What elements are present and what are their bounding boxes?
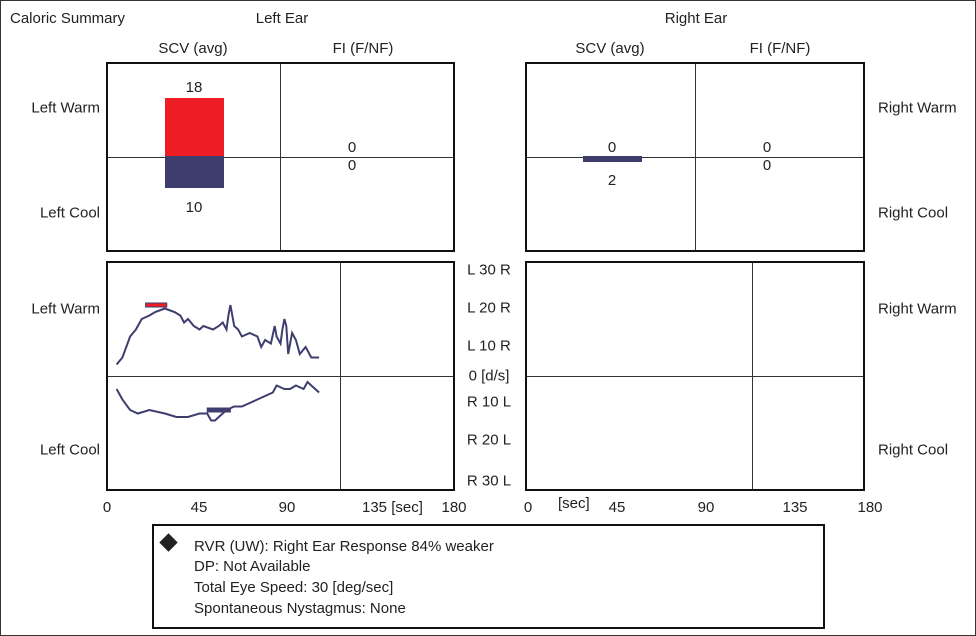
right-cool-label-bottom: Right Cool [878, 441, 949, 459]
scale-label-r20: R 20 L [466, 431, 512, 449]
left-cool-label-top: Left Cool [39, 204, 100, 222]
dp-text: DP: Not Available [194, 558, 311, 575]
diamond-icon [159, 533, 178, 552]
left-fi-cool: 0 [347, 157, 357, 174]
results-info-box: RVR (UW): Right Ear Response 84% weaker … [152, 524, 825, 629]
scale-label-l20: L 20 R [467, 299, 511, 317]
left-tracing-series-0 [115, 304, 320, 366]
right-cool-label-top: Right Cool [878, 204, 949, 222]
right-fi-cool: 0 [762, 157, 772, 174]
left-x-tick-0: 0 [102, 499, 112, 516]
left-x-tick-90: 90 [278, 499, 296, 516]
left-warm-label-top: Left Warm [31, 99, 100, 117]
left-fi-header: FI (F/NF) [332, 40, 394, 57]
left-tracing-zero-line [108, 376, 453, 377]
left-x-tick-180: 180 [441, 499, 467, 516]
total-eye-speed-text: Total Eye Speed: 30 [deg/sec] [194, 579, 394, 596]
rvr-text: RVR (UW): Right Ear Response 84% weaker [194, 538, 494, 555]
left-scv-header: SCV (avg) [158, 40, 228, 57]
left-warm-bar [165, 98, 224, 156]
scale-label-r30: R 30 L [466, 472, 512, 490]
left-tracing-marker-0 [145, 302, 168, 308]
right-tracing-panel [525, 261, 865, 491]
scale-label-r10: R 10 L [466, 393, 512, 411]
right-warm-label-top: Right Warm [878, 99, 957, 117]
scale-label-zero: 0 [d/s] [468, 367, 510, 385]
right-ear-heading: Right Ear [664, 10, 728, 27]
right-scv-divider [695, 64, 696, 250]
left-fi-warm: 0 [347, 139, 357, 156]
spontaneous-nystagmus-text: Spontaneous Nystagmus: None [194, 600, 406, 617]
scale-label-l10: L 10 R [467, 337, 511, 355]
right-fi-warm: 0 [762, 139, 772, 156]
right-warm-value: 0 [607, 139, 617, 156]
left-tracing-marker-1 [206, 407, 231, 413]
right-x-tick-90: 90 [697, 499, 715, 516]
scale-label-l30: L 30 R [467, 261, 511, 279]
left-warm-value: 18 [185, 79, 203, 97]
left-scv-divider [280, 64, 281, 250]
left-tracing-time-marker [340, 263, 341, 489]
right-cool-value: 2 [607, 172, 617, 189]
right-tracing-zero-line [527, 376, 863, 377]
left-cool-value: 10 [185, 199, 203, 216]
right-tracing-time-marker [752, 263, 753, 489]
left-ear-heading: Left Ear [255, 10, 309, 27]
left-tracing-panel [106, 261, 455, 491]
page-title: Caloric Summary [10, 10, 126, 27]
right-x-tick-180: 180 [857, 499, 883, 516]
right-x-unit: [sec] [558, 495, 590, 512]
left-cool-label-bottom: Left Cool [39, 441, 100, 459]
left-warm-label-bottom: Left Warm [31, 300, 100, 318]
right-x-tick-45: 45 [608, 499, 626, 516]
right-scv-panel [525, 62, 865, 252]
left-cool-bar [165, 156, 224, 188]
right-scv-header: SCV (avg) [575, 40, 645, 57]
right-warm-label-bottom: Right Warm [878, 300, 957, 318]
right-x-tick-0: 0 [523, 499, 533, 516]
right-x-tick-135: 135 [782, 499, 808, 516]
left-x-tick-45: 45 [190, 499, 208, 516]
left-scv-panel [106, 62, 455, 252]
right-cool-bar [583, 156, 642, 163]
left-x-tick-135: 135 [sec] [362, 499, 423, 516]
left-tracing-series-1 [115, 380, 320, 422]
right-fi-header: FI (F/NF) [749, 40, 811, 57]
